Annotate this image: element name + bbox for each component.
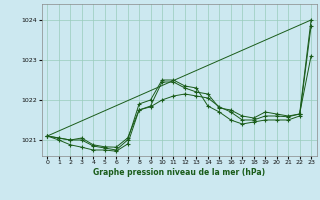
X-axis label: Graphe pression niveau de la mer (hPa): Graphe pression niveau de la mer (hPa) (93, 168, 265, 177)
